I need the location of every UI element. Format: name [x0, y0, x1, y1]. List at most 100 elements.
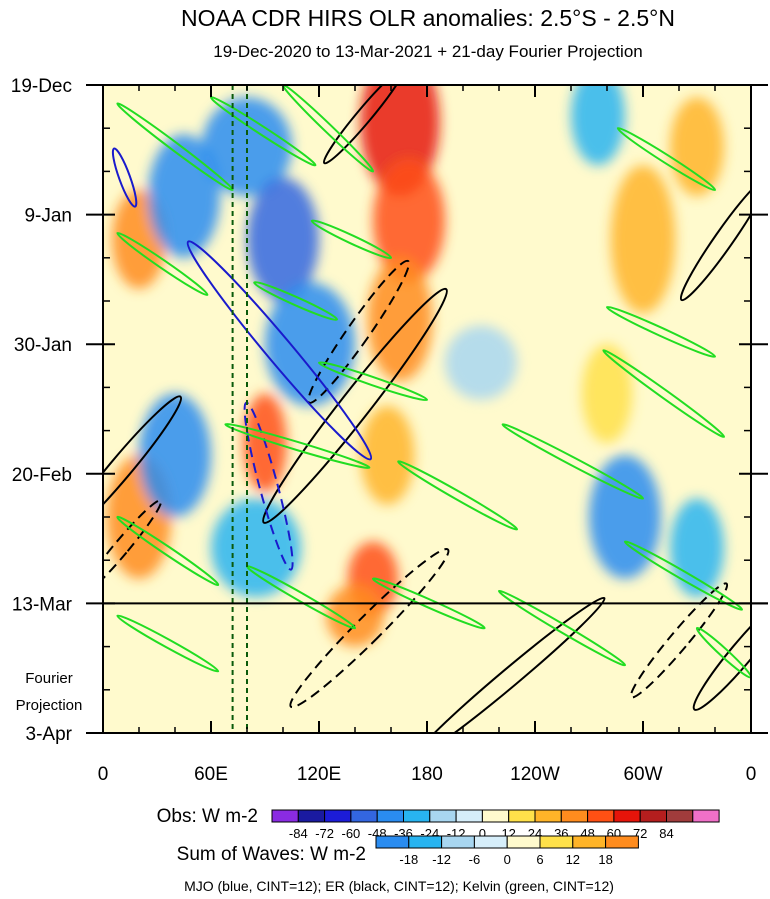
waves-legend-swatch-6: [572, 835, 607, 849]
projection-label-line2: Projection: [16, 697, 83, 714]
waves-legend-swatch-7: [605, 835, 639, 849]
x-tick-label-6: 0: [746, 764, 757, 785]
anomaly-feature-12: [202, 97, 292, 197]
obs-legend-swatch-7: [455, 809, 483, 823]
x-tick-label-1: 60E: [194, 764, 228, 785]
y-tick-label-2: 30-Jan: [14, 335, 72, 356]
anomaly-feature-17: [211, 498, 301, 598]
kelvin-contour-9: [501, 423, 645, 500]
kelvin-contour-5: [224, 423, 371, 469]
obs-legend-swatch-3: [350, 809, 378, 823]
obs-legend-swatch-11: [560, 809, 589, 823]
x-tick-label-3: 180: [411, 764, 443, 785]
y-tick-label-0: 19-Dec: [11, 76, 72, 97]
obs-legend-title: Obs: W m-2: [157, 806, 258, 827]
er-contour-8: [629, 582, 729, 699]
kelvin-contour-2: [209, 96, 317, 167]
anomaly-feature-14: [247, 177, 319, 301]
waves-legend-label-1: -12: [432, 852, 451, 867]
waves-legend-title: Sum of Waves: W m-2: [177, 844, 366, 865]
waves-legend-swatch-2: [441, 835, 475, 849]
reference-lines: [231, 85, 248, 733]
mjo-contour-0: [186, 240, 373, 461]
anomaly-feature-3: [360, 405, 415, 505]
obs-legend-swatch-12: [587, 809, 615, 823]
er-contour-6: [103, 499, 163, 597]
er-contour-7: [322, 85, 406, 165]
footer-note: MJO (blue, CINT=12); ER (black, CINT=12)…: [184, 878, 614, 894]
obs-legend-swatch-2: [324, 809, 352, 823]
waves-legend-label-6: 18: [598, 852, 612, 867]
waves-legend-swatch-3: [473, 835, 508, 849]
er-contour-5: [103, 395, 183, 540]
er-contour-2: [289, 548, 450, 709]
chart-title: NOAA CDR HIRS OLR anomalies: 2.5°S - 2.5…: [181, 5, 675, 31]
waves-legend-label-4: 6: [536, 852, 543, 867]
kelvin-contour-14: [116, 614, 220, 673]
obs-legend-swatch-9: [508, 809, 536, 823]
er-contour-4: [679, 177, 751, 302]
obs-legend-swatch-4: [376, 809, 405, 823]
obs-legend-label-7: 0: [479, 826, 486, 841]
waves-legend-label-2: -6: [469, 852, 481, 867]
obs-legend-swatch-10: [534, 809, 562, 823]
er-contour-3: [414, 596, 606, 733]
obs-legend-swatch-14: [639, 809, 668, 823]
obs-legend-swatch-15: [666, 809, 694, 823]
chart-subtitle: 19-Dec-2020 to 13-Mar-2021 + 21-day Four…: [213, 42, 642, 61]
kelvin-contour-4: [317, 361, 429, 402]
waves-legend-label-3: 0: [504, 852, 511, 867]
waves-legend-label-5: 12: [566, 852, 580, 867]
y-axis: 19-Dec 9-Jan 30-Jan 20-Feb 13-Mar 3-Apr: [11, 76, 768, 745]
kelvin-contour-18: [310, 219, 393, 260]
kelvin-contour-0: [116, 102, 234, 192]
obs-legend-label-2: -60: [342, 826, 361, 841]
x-tick-label-4: 120W: [510, 764, 560, 785]
kelvin-contour-15: [695, 626, 751, 679]
waves-legend-swatch-0: [375, 835, 410, 849]
kelvin-contour-10: [602, 349, 726, 438]
anomaly-feature-21: [445, 325, 517, 400]
waves-legend-swatch-4: [506, 835, 541, 849]
anomaly-feature-5: [326, 584, 384, 647]
obs-legend-swatch-6: [429, 809, 457, 823]
anomaly-feature-10: [670, 97, 724, 197]
x-axis: 0 60E 120E 180 120W 60W 0: [98, 85, 757, 785]
x-tick-label-5: 60W: [623, 764, 662, 785]
anomaly-feature-2: [367, 257, 433, 382]
kelvin-contour-16: [253, 281, 339, 321]
obs-legend-swatch-16: [692, 809, 720, 823]
obs-legend-swatch-1: [297, 809, 326, 823]
obs-legend-swatch-8: [481, 809, 510, 823]
kelvin-contour-1: [116, 231, 209, 297]
waves-legend-label-0: -18: [399, 852, 418, 867]
kelvin-contour-17: [371, 577, 486, 630]
anomaly-feature-20: [571, 85, 625, 166]
wave-contours: [103, 85, 751, 733]
y-tick-label-1: 9-Jan: [24, 206, 72, 227]
mjo-contour-2: [111, 147, 138, 208]
obs-legend-swatch-13: [613, 809, 641, 823]
anomaly-feature-15: [265, 282, 355, 406]
er-contour-0: [262, 287, 448, 524]
anomaly-feature-11: [581, 344, 633, 443]
waves-colorbar: -18 -12 -6 0 6 12 18: [375, 835, 639, 867]
obs-legend-label-14: 84: [659, 826, 673, 841]
waves-legend-swatch-5: [539, 835, 574, 849]
anomaly-feature-1: [373, 159, 445, 283]
obs-legend-label-0: -84: [289, 826, 308, 841]
kelvin-contour-8: [397, 460, 519, 531]
y-tick-label-3: 20-Feb: [12, 465, 72, 486]
anomaly-feature-19: [670, 498, 724, 598]
waves-legend-swatch-1: [408, 835, 443, 849]
kelvin-contour-19: [497, 589, 627, 667]
kelvin-contour-6: [116, 515, 220, 587]
y-tick-label-4: 13-Mar: [12, 594, 73, 615]
kelvin-contour-13: [605, 305, 717, 358]
x-tick-label-2: 120E: [297, 764, 341, 785]
kelvin-contour-11: [623, 540, 744, 611]
kelvin-contour-12: [616, 127, 717, 192]
anomaly-feature-16: [139, 393, 211, 517]
y-tick-label-5: 3-Apr: [26, 724, 73, 745]
